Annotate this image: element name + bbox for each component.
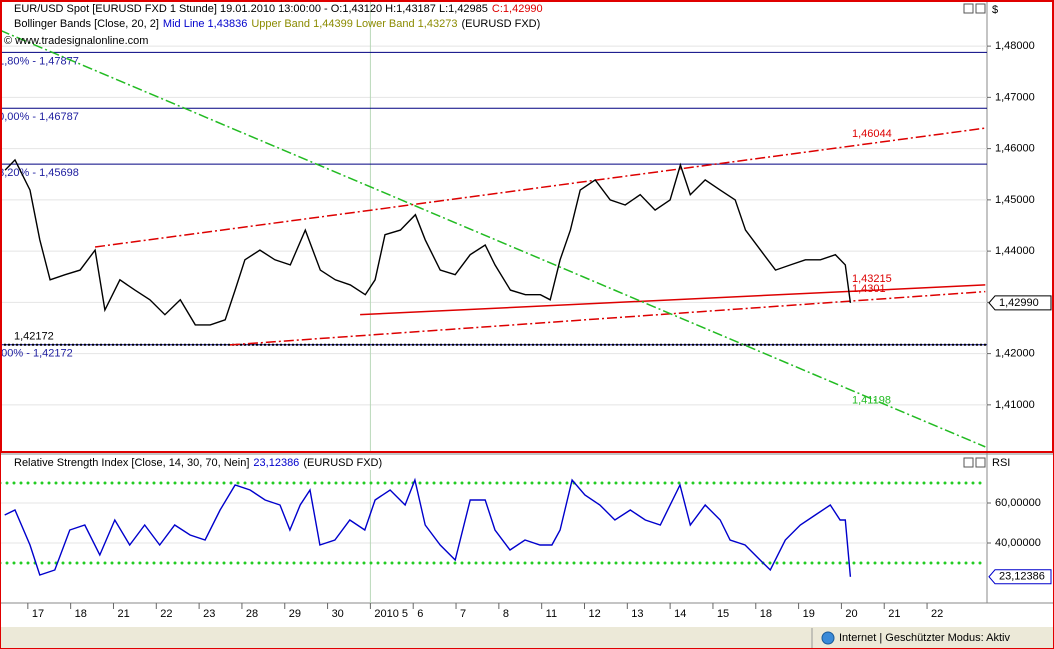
y-tick-label: 1,47000: [995, 91, 1035, 103]
y-tick-label: 60,00000: [995, 497, 1041, 509]
rsi-source: (EURUSD FXD): [303, 457, 382, 469]
x-tick-label: 7: [460, 608, 466, 620]
x-tick-label: 19: [803, 608, 815, 620]
x-tick-label: 22: [931, 608, 943, 620]
x-tick-label: 6: [417, 608, 423, 620]
x-tick-label: 14: [674, 608, 686, 620]
fib-label: 61,80% - 1,47877: [0, 55, 79, 67]
trend-label: 1,4301: [852, 283, 886, 295]
trend-line: [0, 29, 986, 448]
price-header: EUR/USD Spot [EURUSD FXD 1 Stunde] 19.01…: [14, 3, 543, 15]
fib-label: 0,00% - 1,42172: [0, 348, 73, 360]
y-tick-label: 1,46000: [995, 143, 1035, 155]
mid-line-label: Mid Line 1,43836: [163, 18, 247, 30]
x-tick-label: 23: [203, 608, 215, 620]
indicator-name: Bollinger Bands [Close, 20, 2]: [14, 18, 159, 30]
x-tick-label: 28: [246, 608, 258, 620]
y-tick-label: 1,42000: [995, 348, 1035, 360]
close-label: C:1,42990: [492, 3, 543, 15]
x-tick-label: 22: [160, 608, 172, 620]
x-tick-label: 30: [332, 608, 344, 620]
fib-label: 38,20% - 1,45698: [0, 167, 79, 179]
rsi-header: Relative Strength Index [Close, 14, 30, …: [14, 457, 382, 469]
x-tick-label: 18: [75, 608, 87, 620]
window-button[interactable]: [963, 3, 974, 14]
price-line: [4, 158, 852, 326]
rsi-axis-title: RSI: [992, 457, 1010, 469]
y-tick-label: 40,00000: [995, 537, 1041, 549]
x-tick-label: 2010 5: [374, 608, 408, 620]
trend-label: 1,41198: [852, 394, 891, 406]
indicator-header: Bollinger Bands [Close, 20, 2] Mid Line 1…: [14, 18, 540, 30]
window-button[interactable]: [963, 457, 974, 468]
close-button[interactable]: [975, 457, 986, 468]
y-tick-label: 1,41000: [995, 399, 1035, 411]
close-button[interactable]: [975, 3, 986, 14]
trend-line: [229, 290, 986, 346]
x-tick-label: 13: [631, 608, 643, 620]
fib-label: 50,00% - 1,46787: [0, 111, 79, 123]
price-axis-title: $: [992, 4, 998, 16]
last-value-box: [988, 569, 1052, 585]
support-label: 1,42172: [14, 331, 54, 343]
x-tick-label: 29: [289, 608, 301, 620]
indicator-source: (EURUSD FXD): [461, 18, 540, 30]
y-tick-label: 1,44000: [995, 245, 1035, 257]
x-tick-label: 12: [588, 608, 600, 620]
y-tick-label: 1,45000: [995, 194, 1035, 206]
x-tick-label: 18: [760, 608, 772, 620]
rsi-title: Relative Strength Index [Close, 14, 30, …: [14, 457, 249, 469]
status-bar: [0, 627, 1054, 649]
band-label: Upper Band 1,44399 Lower Band 1,43273: [251, 18, 457, 30]
last-value-label: 23,12386: [999, 571, 1045, 583]
copyright: © www.tradesignalonline.com: [4, 35, 148, 47]
trend-label: 1,46044: [852, 128, 892, 140]
x-tick-label: 15: [717, 608, 729, 620]
trend-line: [360, 284, 986, 316]
globe-icon: [821, 631, 835, 645]
x-tick-label: 20: [845, 608, 857, 620]
x-tick-label: 8: [503, 608, 509, 620]
rsi-value: 23,12386: [253, 457, 299, 469]
x-tick-label: 11: [546, 608, 557, 620]
trend-line: [94, 127, 986, 248]
price-line: [4, 477, 852, 577]
y-tick-label: 1,48000: [995, 40, 1035, 52]
x-tick-label: 21: [117, 608, 129, 620]
last-value-box: [988, 295, 1052, 311]
last-value-label: 1,42990: [999, 297, 1039, 309]
x-tick-label: 21: [888, 608, 900, 620]
price-plot: 61,80% - 1,47877 50,00% - 1,46787 38,20% -…: [0, 0, 987, 452]
background: [0, 0, 1054, 627]
x-tick-label: 17: [32, 608, 44, 620]
rsi-plot: [0, 470, 987, 603]
status-text: Internet | Geschützter Modus: Aktiv: [839, 632, 1010, 644]
trend-label: 1,43215: [852, 273, 892, 285]
price-title: EUR/USD Spot [EURUSD FXD 1 Stunde] 19.01…: [14, 3, 488, 15]
